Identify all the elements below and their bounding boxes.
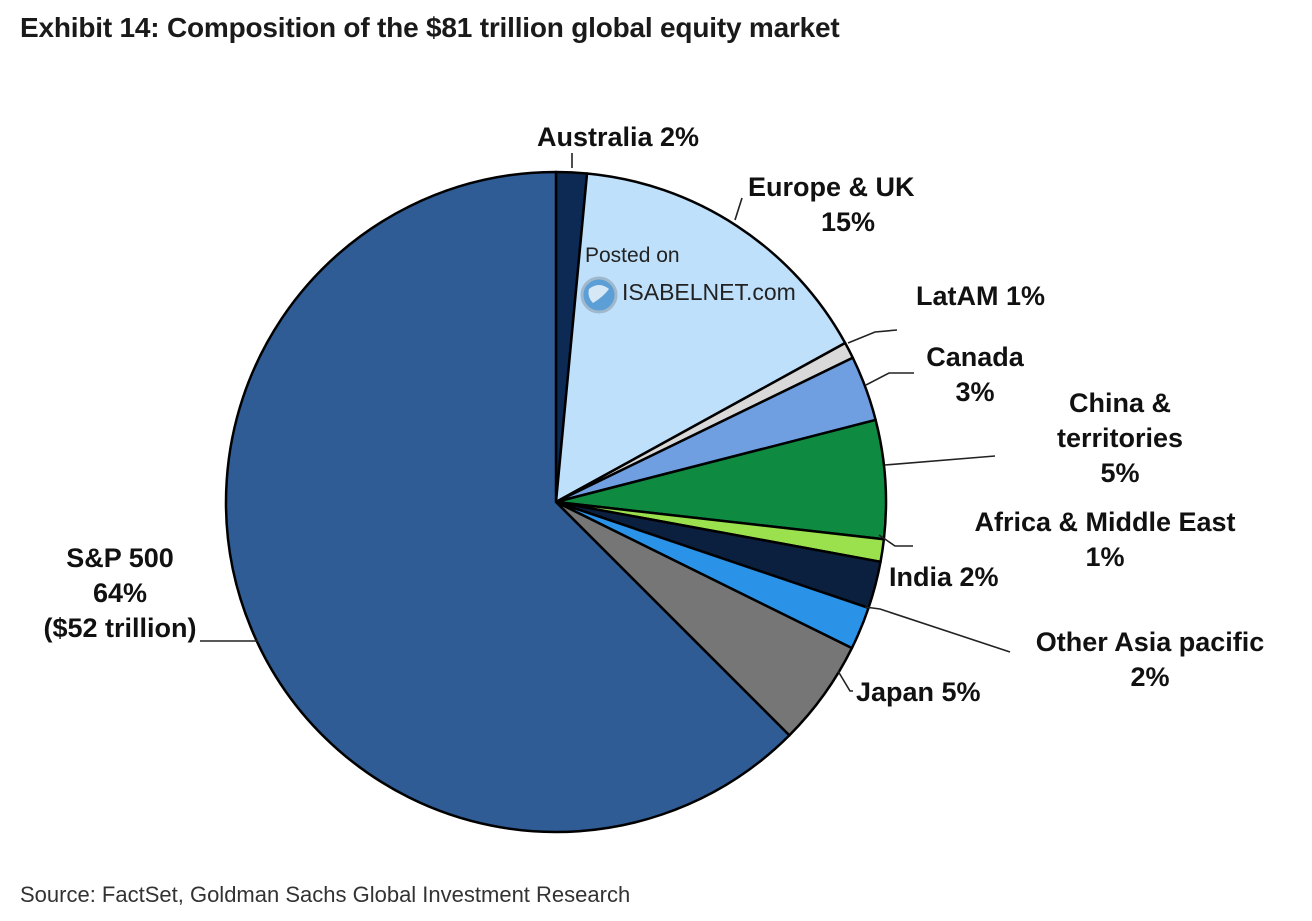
leader-line bbox=[837, 670, 853, 692]
slice-label-line: China & bbox=[1069, 388, 1171, 418]
slice-label: Other Asia pacific 2% bbox=[1036, 627, 1265, 692]
slice-label: India 2% bbox=[889, 562, 999, 592]
slice-label-line: Europe & UK bbox=[748, 172, 915, 202]
slice-label: Japan 5% bbox=[856, 677, 981, 707]
slice-label: S&P 500 64% ($52 trillion) bbox=[43, 543, 196, 643]
slice-label-line: S&P 500 bbox=[66, 543, 174, 573]
pie-slices bbox=[224, 170, 888, 834]
leader-line bbox=[734, 197, 743, 221]
slice-label: Canada 3% bbox=[926, 342, 1025, 407]
globe-icon bbox=[580, 276, 618, 314]
watermark-line2: ISABELNET.com bbox=[622, 279, 796, 305]
leader-lines bbox=[200, 153, 1011, 692]
slice-label-line: Australia 2% bbox=[537, 122, 699, 152]
slice-labels: Australia 2% Europe & UK 15% LatAM 1% Canada… bbox=[43, 122, 1264, 707]
slice-label-line: 3% bbox=[955, 377, 994, 407]
leader-line bbox=[865, 372, 914, 386]
slice-label-line: ($52 trillion) bbox=[43, 613, 196, 643]
leader-line bbox=[884, 455, 996, 466]
leader-line bbox=[847, 329, 898, 344]
slice-label-line: 64% bbox=[93, 578, 147, 608]
pie-slice-s-p-500 bbox=[224, 170, 791, 834]
slice-label-line: 15% bbox=[821, 207, 875, 237]
slice-label-line: 2% bbox=[1130, 662, 1169, 692]
slice-label: China & territories 5% bbox=[1057, 388, 1183, 488]
leader-line bbox=[864, 606, 1011, 653]
slice-label-line: India 2% bbox=[889, 562, 999, 592]
slice-label: LatAM 1% bbox=[916, 281, 1045, 311]
slice-label: Africa & Middle East 1% bbox=[974, 507, 1235, 572]
slice-label: Europe & UK 15% bbox=[748, 172, 915, 237]
slice-label-line: Other Asia pacific bbox=[1036, 627, 1265, 657]
slice-label-line: Japan 5% bbox=[856, 677, 981, 707]
slice-label-line: territories bbox=[1057, 423, 1183, 453]
slice-label: Australia 2% bbox=[537, 122, 699, 152]
slice-label-line: Africa & Middle East bbox=[974, 507, 1235, 537]
leader-line bbox=[878, 534, 913, 547]
watermark-line1: Posted on bbox=[585, 244, 680, 267]
watermark: Posted on ISABELNET.com bbox=[580, 244, 796, 314]
slice-label-line: LatAM 1% bbox=[916, 281, 1045, 311]
slice-label-line: 5% bbox=[1100, 458, 1139, 488]
slice-label-line: Canada bbox=[926, 342, 1025, 372]
pie-slice-europe-uk bbox=[554, 172, 847, 504]
chart-title: Exhibit 14: Composition of the $81 trill… bbox=[20, 12, 840, 43]
slice-label-line: 1% bbox=[1085, 542, 1124, 572]
source-note: Source: FactSet, Goldman Sachs Global In… bbox=[20, 882, 631, 907]
